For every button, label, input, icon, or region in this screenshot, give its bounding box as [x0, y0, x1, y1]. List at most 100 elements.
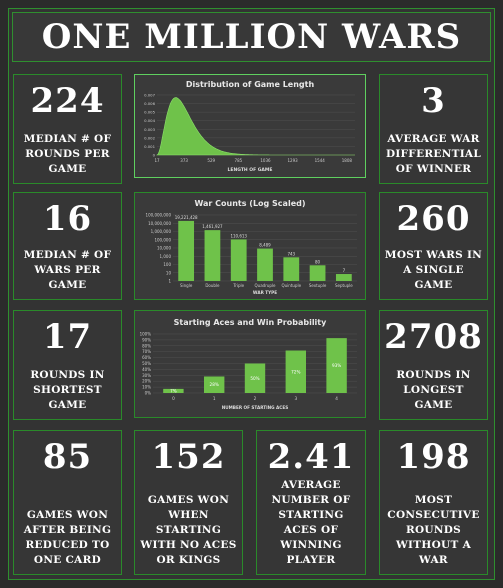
y-tick-label: 0.003: [144, 127, 155, 132]
bar-quadruple: [257, 248, 273, 281]
y-tick-label: 30%: [142, 373, 151, 378]
x-tick-label: Quadruple: [255, 283, 277, 288]
stat-label: AVERAGE WAR DIFFERENTIAL OF WINNER: [385, 133, 482, 175]
y-tick-label: 10,000: [157, 246, 171, 251]
x-tick-label: 1293: [288, 158, 299, 163]
y-tick-label: 0.006: [144, 101, 155, 106]
data-label: 72%: [291, 369, 300, 374]
x-axis-label: LENGTH OF GAME: [228, 167, 273, 173]
stat-value: 260: [396, 199, 471, 239]
data-label: 19,221,428: [175, 215, 198, 220]
y-tick-label: 100: [163, 262, 171, 267]
stat-label: MOST CONSECUTIVE ROUNDS WITHOUT A WAR: [387, 494, 480, 566]
chart-game-length: Distribution of Game Length 0 0.001 0.002 0.…: [134, 74, 366, 178]
stat-median-rounds: 224 MEDIAN # OF ROUNDS PER GAME: [13, 74, 122, 184]
stat-value: 3: [421, 81, 446, 121]
bar-single: [178, 220, 195, 281]
stat-value: 198: [396, 437, 471, 477]
stat-consecutive-rounds: 198 MOST CONSECUTIVE ROUNDS WITHOUT A WA…: [379, 430, 488, 575]
stat-games-won-no-aces: 152 GAMES WON WHEN STARTING WITH NO ACES…: [134, 430, 243, 575]
stat-label: ROUNDS IN SHORTEST GAME: [30, 369, 105, 411]
chart-svg: Starting Aces and Win Probability0%10%20…: [140, 318, 357, 410]
data-label: 7%: [170, 388, 177, 393]
data-label: 28%: [210, 382, 219, 387]
y-tick-label: 0.001: [144, 144, 155, 149]
stat-avg-aces-winner: 2.41 AVERAGE NUMBER OF STARTING ACES OF …: [256, 430, 366, 575]
y-tick-label: 1,000: [160, 254, 172, 259]
stat-value: 16: [42, 199, 93, 239]
y-tick-label: 10%: [142, 385, 151, 390]
stat-label: MOST WARS IN A SINGLE GAME: [384, 249, 483, 291]
bar-aces-3: [285, 350, 306, 393]
y-tick-label: 0.004: [144, 118, 155, 123]
bar-quintuple: [283, 257, 300, 281]
stat-median-wars: 16 MEDIAN # OF WARS PER GAME: [13, 192, 122, 300]
bar-aces-4: [326, 338, 347, 393]
y-tick-label: 70%: [142, 349, 151, 354]
chart-svg: Distribution of Game Length 0 0.001 0.002 0.…: [144, 80, 355, 173]
y-tick-label: 0: [153, 153, 156, 158]
bar-aces-0: [163, 388, 184, 393]
y-tick-label: 100,000,000: [146, 213, 172, 218]
x-tick-label: 529: [207, 158, 215, 163]
x-axis-label: NUMBER OF STARTING ACES: [222, 405, 289, 410]
data-label: 50%: [250, 376, 259, 381]
chart-title: Starting Aces and Win Probability: [174, 318, 327, 327]
y-tick-label: 20%: [142, 379, 151, 384]
y-tick-label: 1: [168, 279, 171, 284]
y-tick-label: 40%: [142, 367, 151, 372]
x-tick-label: 0: [172, 396, 175, 401]
y-tick-label: 0%: [145, 391, 152, 396]
data-label: 110,613: [230, 233, 247, 238]
y-tick-label: 0.005: [144, 110, 155, 115]
stat-most-wars: 260 MOST WARS IN A SINGLE GAME: [379, 192, 488, 300]
data-label: 8,489: [259, 243, 271, 248]
y-tick-label: 1,000,000: [151, 229, 172, 234]
x-tick-label: Quintuple: [282, 283, 302, 288]
density-area: [156, 97, 355, 156]
x-tick-label: 1544: [315, 158, 326, 163]
data-label: 7: [343, 268, 346, 273]
data-label: 1,461,927: [202, 224, 223, 229]
stat-war-differential: 3 AVERAGE WAR DIFFERENTIAL OF WINNER: [379, 74, 488, 184]
bar-aces-1: [204, 376, 225, 393]
stat-value: 152: [151, 437, 226, 477]
y-tick-label: 100,000: [154, 237, 171, 242]
x-tick-label: Triple: [232, 283, 244, 288]
bar-septuple: [335, 274, 352, 281]
stat-longest-game: 2708 ROUNDS IN LONGEST GAME: [379, 310, 488, 420]
bar-sextuple: [309, 265, 326, 281]
x-tick-label: 785: [235, 158, 243, 163]
bar-triple: [230, 239, 247, 281]
page-title: ONE MILLION WARS: [12, 12, 491, 62]
chart-aces-win: Starting Aces and Win Probability 0% 10% 20…: [134, 310, 366, 418]
stat-value: 2.41: [267, 437, 355, 477]
x-tick-label: 17: [154, 158, 160, 163]
bar-double: [204, 230, 221, 281]
data-label: 743: [287, 251, 295, 256]
data-label: 93%: [332, 363, 341, 368]
chart-svg: War Counts (Log Scaled) 100,000,000 10,000…: [146, 199, 357, 295]
x-tick-label: 1036: [260, 158, 271, 163]
y-tick-label: 60%: [142, 355, 151, 360]
stat-value: 85: [42, 437, 93, 477]
x-tick-label: 1: [213, 396, 216, 401]
y-tick-label: 100%: [140, 332, 152, 337]
x-tick-label: Double: [205, 283, 220, 288]
y-tick-label: 10,000,000: [148, 221, 171, 226]
y-tick-label: 80%: [142, 343, 151, 348]
y-tick-label: 10: [166, 270, 172, 275]
y-tick-label: 0.007: [144, 93, 155, 98]
x-axis-label: WAR TYPE: [253, 290, 277, 295]
stat-label: ROUNDS IN LONGEST GAME: [396, 369, 471, 411]
chart-war-counts: War Counts (Log Scaled) 100,000,000 10,000…: [134, 192, 366, 300]
x-tick-label: Septuple: [335, 283, 353, 288]
y-tick-label: 90%: [142, 337, 151, 342]
x-tick-label: Sextuple: [309, 283, 327, 288]
x-tick-label: 2: [254, 396, 257, 401]
y-tick-label: 50%: [142, 361, 151, 366]
chart-title: War Counts (Log Scaled): [194, 199, 305, 208]
x-tick-label: Single: [180, 283, 193, 288]
chart-title: Distribution of Game Length: [186, 80, 315, 89]
stat-games-won-one-card: 85 GAMES WON AFTER BEING REDUCED TO ONE …: [13, 430, 122, 575]
